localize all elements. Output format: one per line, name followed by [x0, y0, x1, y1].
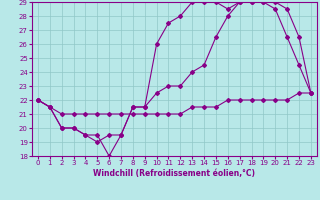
X-axis label: Windchill (Refroidissement éolien,°C): Windchill (Refroidissement éolien,°C) — [93, 169, 255, 178]
